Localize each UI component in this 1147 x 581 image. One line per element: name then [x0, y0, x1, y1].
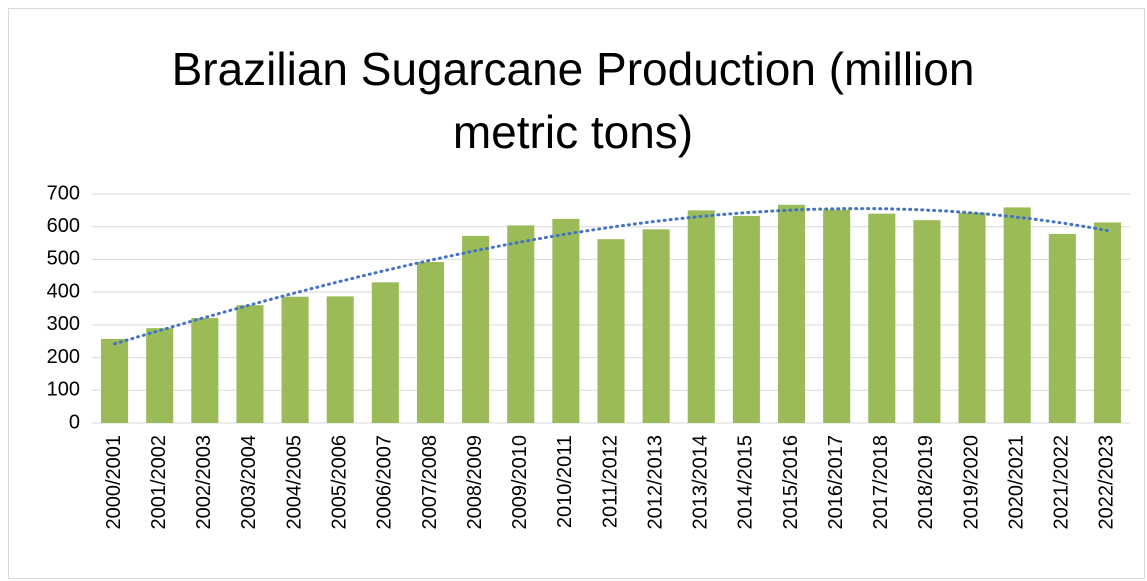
bar: [371, 282, 399, 423]
x-tick-label: 2006/2007: [374, 435, 396, 530]
bar: [101, 338, 129, 423]
bar: [868, 213, 896, 423]
bar: [507, 225, 535, 423]
x-tick-label: 2017/2018: [870, 435, 892, 530]
x-tick-label: 2014/2015: [735, 435, 757, 530]
bar: [1048, 233, 1076, 423]
bar: [326, 296, 354, 423]
bar: [687, 210, 715, 423]
bar: [191, 317, 219, 423]
bar: [236, 305, 264, 423]
y-tick-label: 200: [47, 346, 80, 368]
bar: [642, 229, 670, 423]
chart-border: [8, 8, 1145, 579]
bar: [1093, 222, 1121, 423]
bar: [597, 239, 625, 423]
x-tick-label: 2018/2019: [915, 435, 937, 530]
y-tick-label: 700: [47, 182, 80, 204]
x-tick-label: 2005/2006: [328, 435, 350, 530]
bar: [281, 296, 309, 423]
bar: [823, 209, 851, 423]
bar: [552, 218, 580, 423]
trendline: [113, 207, 1109, 346]
x-tick-label: 2012/2013: [644, 435, 666, 530]
x-tick-label: 2011/2012: [599, 435, 621, 528]
bar: [913, 220, 941, 423]
x-tick-label: 2003/2004: [238, 435, 260, 530]
y-tick-label: 300: [47, 313, 80, 335]
x-tick-label: 2022/2023: [1096, 435, 1118, 530]
x-tick-label: 2009/2010: [509, 435, 531, 530]
bar: [416, 262, 445, 423]
y-tick-label: 400: [47, 280, 80, 302]
x-tick-label: 2001/2002: [148, 435, 170, 530]
bar: [146, 328, 174, 423]
y-tick-label: 600: [47, 215, 80, 237]
bar: [1003, 207, 1031, 423]
bar: [958, 212, 986, 423]
y-tick-label: 0: [69, 411, 80, 433]
bar: [777, 204, 806, 423]
x-tick-label: 2015/2016: [780, 435, 802, 530]
x-tick-label: 2021/2022: [1051, 435, 1073, 530]
x-tick-label: 2019/2020: [960, 435, 982, 530]
x-tick-label: 2002/2003: [193, 435, 215, 530]
bar: [732, 215, 760, 423]
x-tick-label: 2000/2001: [103, 435, 125, 530]
x-tick-label: 2013/2014: [690, 435, 712, 530]
y-tick-label: 100: [47, 379, 80, 401]
y-tick-label: 500: [47, 248, 80, 270]
x-tick-label: 2010/2011: [554, 435, 576, 528]
x-tick-label: 2004/2005: [283, 435, 305, 530]
x-tick-label: 2007/2008: [419, 435, 441, 530]
x-tick-label: 2016/2017: [825, 435, 847, 530]
x-tick-label: 2008/2009: [464, 435, 486, 530]
chart-title: Brazilian Sugarcane Production (million …: [171, 43, 975, 158]
bar: [462, 235, 490, 423]
x-tick-label: 2020/2021: [1005, 435, 1027, 530]
